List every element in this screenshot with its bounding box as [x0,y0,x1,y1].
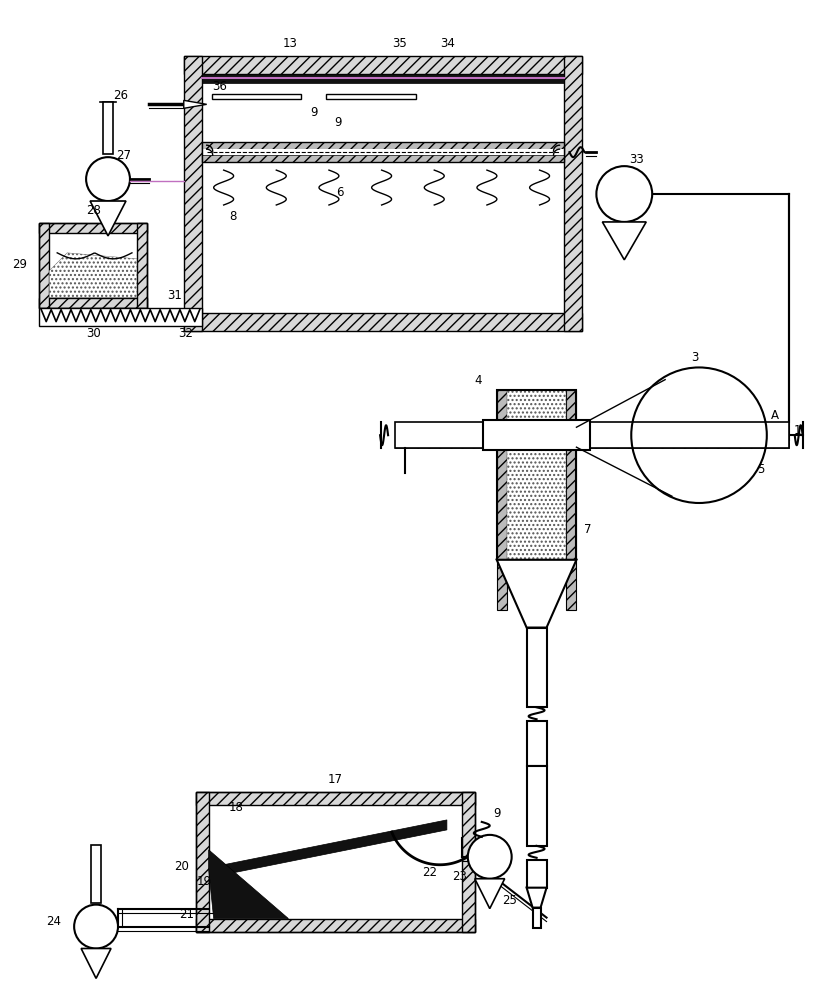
Polygon shape [81,948,111,978]
Text: 8: 8 [230,210,237,223]
Bar [40,223,147,233]
Polygon shape [90,201,126,236]
Bar [183,313,582,331]
Bar [577,440,789,448]
Bar [496,390,577,560]
Text: A: A [771,409,779,422]
Text: 29: 29 [12,258,27,271]
Text: 9: 9 [494,807,501,820]
Text: 20: 20 [173,860,188,873]
Text: 6: 6 [336,186,344,199]
Text: 1: 1 [794,424,801,437]
Bar [40,298,147,308]
Bar [462,792,475,932]
Bar [211,94,301,99]
Bar [202,142,564,149]
Bar [567,420,591,450]
Circle shape [86,157,130,201]
Polygon shape [509,560,564,626]
Polygon shape [496,560,577,628]
Bar [202,74,564,83]
Bar [533,908,540,928]
Bar [196,919,475,932]
Bar [496,390,506,610]
Text: 18: 18 [229,801,244,814]
Polygon shape [214,820,447,877]
Text: 31: 31 [167,289,182,302]
Bar [40,223,50,308]
Bar [196,792,475,805]
Text: 36: 36 [211,80,226,93]
Text: 21: 21 [178,908,194,921]
Bar [209,805,462,919]
Bar [183,56,582,74]
Bar [482,420,506,450]
Bar [50,233,137,298]
Polygon shape [183,100,206,108]
Text: 13: 13 [283,37,298,50]
Bar [326,94,416,99]
Bar [196,792,475,932]
Text: 34: 34 [440,37,455,50]
Bar [91,845,101,903]
Bar [183,56,202,331]
Bar [202,142,564,162]
Bar [40,308,202,326]
Bar [40,223,147,308]
Bar [482,420,591,450]
Text: 9: 9 [335,116,342,129]
Text: 32: 32 [178,327,193,340]
Text: 27: 27 [116,149,131,162]
Text: 26: 26 [113,89,128,102]
Text: 19: 19 [197,875,211,888]
Bar [564,56,582,331]
Bar [202,155,564,162]
Polygon shape [475,879,505,909]
Bar [103,102,113,154]
Bar [577,422,789,430]
Text: 35: 35 [392,37,407,50]
Polygon shape [50,253,137,298]
Bar [395,440,496,448]
Bar [395,422,496,430]
Polygon shape [209,850,288,919]
Bar [395,422,496,448]
Circle shape [596,166,653,222]
Text: 3: 3 [691,351,699,364]
Bar [196,792,209,932]
Text: 4: 4 [475,374,482,387]
Bar [506,390,567,560]
Bar [577,422,789,448]
Bar [527,721,547,766]
Bar [527,766,547,846]
Circle shape [468,835,511,879]
Circle shape [74,905,118,948]
Text: 9: 9 [311,106,318,119]
Bar [137,223,147,308]
Polygon shape [602,222,646,260]
Bar [527,628,547,707]
Text: 7: 7 [585,523,592,536]
Text: 24: 24 [46,915,61,928]
Bar [527,860,547,888]
Text: 23: 23 [452,870,467,883]
Text: 5: 5 [757,463,764,476]
Text: 30: 30 [86,327,101,340]
Bar [567,390,577,610]
Bar [506,422,567,448]
Text: 33: 33 [629,153,644,166]
Polygon shape [527,888,547,908]
Text: 22: 22 [422,866,437,879]
Polygon shape [50,255,137,298]
Text: 28: 28 [86,204,101,217]
Text: 17: 17 [328,773,343,786]
Text: 25: 25 [501,894,516,907]
Bar [202,149,564,155]
Bar [202,74,564,313]
